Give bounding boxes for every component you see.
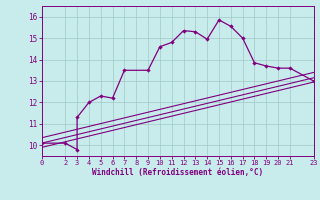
X-axis label: Windchill (Refroidissement éolien,°C): Windchill (Refroidissement éolien,°C) [92,168,263,177]
